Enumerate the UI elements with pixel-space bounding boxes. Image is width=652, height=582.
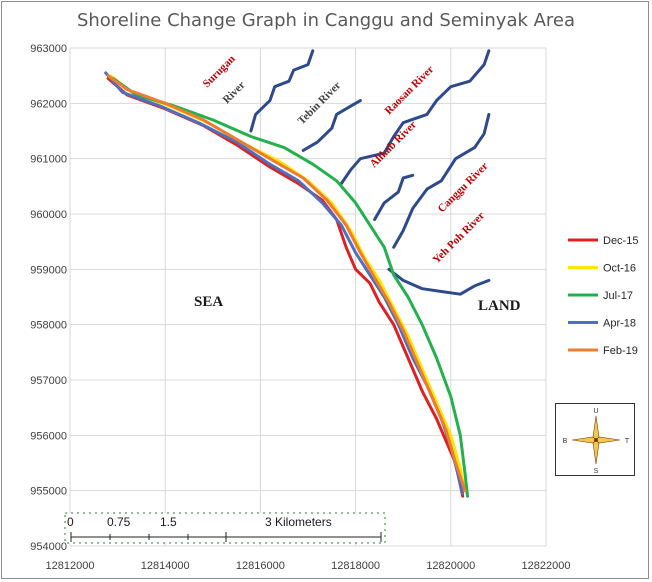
river-canggu-river bbox=[392, 112, 491, 249]
x-tick-label: 12822000 bbox=[522, 560, 571, 572]
y-tick-label: 954000 bbox=[30, 541, 67, 553]
y-tick-label: 960000 bbox=[30, 209, 67, 221]
shoreline-series bbox=[104, 71, 469, 498]
y-tick-label: 957000 bbox=[30, 375, 67, 387]
y-tick-label: 956000 bbox=[30, 430, 67, 442]
compass-e: T bbox=[625, 438, 630, 445]
x-tick-labels: 12812000 12814000 12816000 12818000 12820000… bbox=[46, 560, 571, 572]
river-alikab-river bbox=[373, 173, 415, 221]
x-tick-label: 12818000 bbox=[331, 560, 380, 572]
x-tick-label: 12820000 bbox=[426, 560, 475, 572]
legend-label-oct-16: Oct-16 bbox=[603, 263, 636, 275]
x-tick-label: 12812000 bbox=[46, 560, 95, 572]
series-line-feb-19 bbox=[106, 74, 467, 493]
x-tick-label: 12816000 bbox=[236, 560, 285, 572]
legend-label-jul-17: Jul-17 bbox=[603, 290, 633, 302]
series-line-jul-17 bbox=[111, 76, 469, 498]
legend-label-feb-19: Feb-19 bbox=[603, 345, 638, 357]
y-tick-label: 963000 bbox=[30, 43, 67, 55]
sea-label: SEA bbox=[194, 294, 223, 310]
legend: Dec-15 Oct-16 Jul-17 Apr-18 Feb-19 bbox=[568, 235, 638, 357]
x-tick-label: 12814000 bbox=[141, 560, 190, 572]
land-label: LAND bbox=[478, 298, 521, 314]
chart-title: Shoreline Change Graph in Canggu and Sem… bbox=[76, 10, 576, 31]
river-label-surugan: Surugan bbox=[201, 53, 238, 90]
river-label-alikab: Alikab River bbox=[368, 119, 420, 171]
river-raosan-river bbox=[339, 49, 491, 186]
y-tick-label: 959000 bbox=[30, 264, 67, 276]
compass-n: U bbox=[593, 408, 598, 415]
river-tebin-river bbox=[301, 99, 362, 152]
scale-label-075: 0.75 bbox=[107, 515, 131, 529]
y-tick-labels: 954000 955000 956000 957000 958000 959000 9600… bbox=[30, 43, 67, 553]
y-tick-label: 958000 bbox=[30, 320, 67, 332]
compass-rose: U S B T bbox=[555, 403, 635, 476]
river-label-yehpoh: Yeh Poh River bbox=[431, 210, 488, 267]
river-label-canggu: Canggu River bbox=[436, 160, 491, 215]
grid bbox=[69, 47, 547, 547]
river-label-raosan: Raosan River bbox=[383, 63, 437, 117]
y-tick-label: 961000 bbox=[30, 154, 67, 166]
rivers bbox=[249, 49, 491, 296]
legend-label-dec-15: Dec-15 bbox=[603, 235, 638, 247]
river-label-surugan-2: River bbox=[221, 79, 248, 106]
compass-icon: U S B T bbox=[563, 408, 630, 475]
scale-label-3km: 3 Kilometers bbox=[265, 515, 332, 529]
river-surugan-river bbox=[249, 49, 315, 133]
y-tick-label: 962000 bbox=[30, 98, 67, 110]
river-yeh-poh-river bbox=[387, 267, 491, 296]
scale-label-0: 0 bbox=[67, 515, 74, 529]
compass-s: S bbox=[594, 468, 599, 475]
scale-label-15: 1.5 bbox=[160, 515, 177, 529]
scale-bar: 0 0.75 1.5 3 Kilometers bbox=[64, 512, 386, 544]
legend-label-apr-18: Apr-18 bbox=[603, 318, 636, 330]
series-line-dec-15 bbox=[106, 76, 465, 498]
compass-w: B bbox=[563, 438, 568, 445]
y-tick-label: 955000 bbox=[30, 486, 67, 498]
